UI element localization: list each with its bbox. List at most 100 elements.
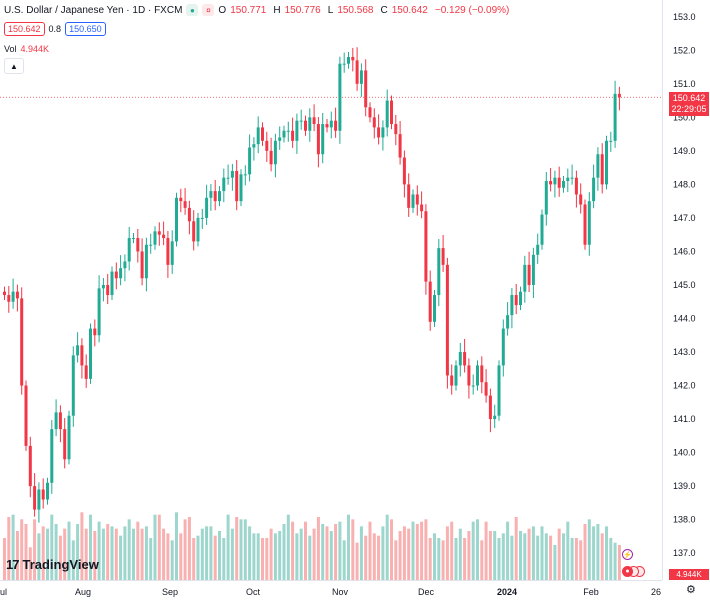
candle-body bbox=[450, 375, 454, 386]
volume-bar bbox=[183, 519, 187, 580]
price-tick-label: 147.0 bbox=[673, 213, 696, 223]
candle-body bbox=[497, 365, 501, 416]
candle-body bbox=[338, 63, 342, 131]
volume-bar bbox=[205, 526, 209, 580]
candle-body bbox=[299, 120, 303, 122]
volume-bar bbox=[450, 521, 454, 580]
candle-body bbox=[321, 124, 325, 155]
price-tick-label: 153.0 bbox=[673, 12, 696, 22]
price-tick-label: 146.0 bbox=[673, 246, 696, 256]
candle-body bbox=[394, 124, 398, 135]
volume-bar bbox=[132, 528, 135, 580]
volume-bar bbox=[80, 512, 84, 580]
volume-bar bbox=[312, 528, 316, 580]
volume-bar bbox=[93, 531, 97, 580]
volume-bar bbox=[295, 533, 299, 580]
candle-body bbox=[308, 117, 312, 131]
volume-bar bbox=[308, 535, 312, 580]
symbol-title[interactable]: U.S. Dollar / Japanese Yen · 1D · FXCM bbox=[4, 4, 183, 16]
tradingview-logo[interactable]: 17 TradingView bbox=[6, 557, 99, 572]
candle-body bbox=[97, 288, 101, 336]
volume-bar bbox=[617, 545, 621, 580]
volume-bar bbox=[187, 517, 191, 580]
price-tick-label: 140.0 bbox=[673, 448, 696, 458]
candle-body bbox=[114, 271, 118, 279]
volume-bar bbox=[488, 531, 492, 580]
candle-body bbox=[583, 204, 587, 245]
candle-body bbox=[140, 251, 144, 279]
quote-row: 150.642 0.8 150.650 bbox=[4, 22, 106, 36]
candle-body bbox=[256, 127, 260, 145]
candle-body bbox=[24, 385, 28, 446]
volume-bar bbox=[84, 528, 88, 580]
price-tick-label: 148.0 bbox=[673, 179, 696, 189]
volume-bar bbox=[256, 533, 260, 580]
candle-body bbox=[467, 365, 471, 386]
candle-body bbox=[166, 238, 170, 265]
volume-bar bbox=[282, 524, 286, 580]
candle-body bbox=[127, 238, 131, 262]
candle-body bbox=[377, 127, 381, 138]
currency-icon[interactable]: ¤ bbox=[202, 4, 215, 16]
candle-body bbox=[209, 191, 213, 198]
last-volume-label: 4.944K bbox=[669, 569, 709, 580]
candle-body bbox=[291, 130, 295, 141]
candle-body bbox=[58, 412, 62, 430]
gear-icon[interactable]: ⚙ bbox=[686, 584, 696, 596]
volume-label[interactable]: Vol bbox=[4, 44, 17, 54]
sell-button[interactable]: 150.642 bbox=[4, 22, 45, 36]
candle-body bbox=[553, 177, 557, 185]
volume-bar bbox=[506, 521, 510, 580]
volume-bar bbox=[286, 514, 290, 580]
candle-body bbox=[110, 271, 114, 296]
candle-body bbox=[372, 117, 376, 128]
price-axis[interactable]: 137.0 138.0 139.0 140.0 141.0 142.0 143.0 144.0… bbox=[662, 0, 710, 580]
eye-icon[interactable]: ● bbox=[186, 4, 199, 16]
event-marker-icon[interactable]: ● bbox=[622, 566, 633, 577]
candle-body bbox=[454, 365, 458, 386]
lightning-icon[interactable]: ⚡ bbox=[622, 549, 633, 560]
candle-body bbox=[476, 365, 479, 386]
candle-body bbox=[183, 201, 187, 208]
candle-body bbox=[390, 100, 393, 125]
volume-bar bbox=[553, 545, 557, 580]
volume-bar bbox=[97, 521, 101, 580]
volume-bar bbox=[119, 535, 123, 580]
volume-bar bbox=[557, 528, 561, 580]
volume-bar bbox=[531, 526, 535, 580]
time-axis[interactable]: ul Aug Sep Oct Nov Dec 2024 Feb 26 bbox=[0, 580, 662, 600]
volume-bar bbox=[613, 542, 617, 580]
volume-bar bbox=[592, 526, 596, 580]
price-tick-label: 141.0 bbox=[673, 414, 696, 424]
volume-bar bbox=[7, 517, 11, 580]
candle-body bbox=[132, 238, 135, 240]
last-price-value: 150.642 bbox=[672, 93, 706, 103]
volume-legend: Vol 4.944K bbox=[4, 44, 49, 54]
volume-bar bbox=[136, 521, 140, 580]
candle-body bbox=[269, 150, 273, 165]
time-tick-label: ul bbox=[0, 587, 7, 597]
candle-body bbox=[596, 154, 600, 178]
candle-body bbox=[613, 93, 617, 141]
volume-bar bbox=[299, 528, 303, 580]
price-tick-label: 138.0 bbox=[673, 515, 696, 525]
candle-body bbox=[200, 217, 204, 219]
candle-body bbox=[355, 60, 359, 84]
volume-bar bbox=[192, 538, 196, 580]
candle-body bbox=[235, 170, 239, 202]
candle-body bbox=[592, 177, 596, 202]
volume-bar bbox=[265, 538, 269, 580]
candle-body bbox=[566, 177, 570, 182]
candle-body bbox=[574, 177, 578, 195]
volume-bar bbox=[574, 538, 578, 580]
volume-bar bbox=[24, 524, 28, 580]
volume-bar bbox=[536, 535, 540, 580]
candle-body bbox=[144, 244, 148, 279]
candle-body bbox=[226, 177, 230, 179]
buy-button[interactable]: 150.650 bbox=[65, 22, 106, 36]
collapse-legend-button[interactable]: ▲ bbox=[4, 58, 24, 74]
volume-bar bbox=[278, 531, 282, 580]
candle-body bbox=[149, 244, 153, 246]
price-chart-plot[interactable] bbox=[0, 0, 662, 580]
candle-body bbox=[587, 201, 591, 245]
